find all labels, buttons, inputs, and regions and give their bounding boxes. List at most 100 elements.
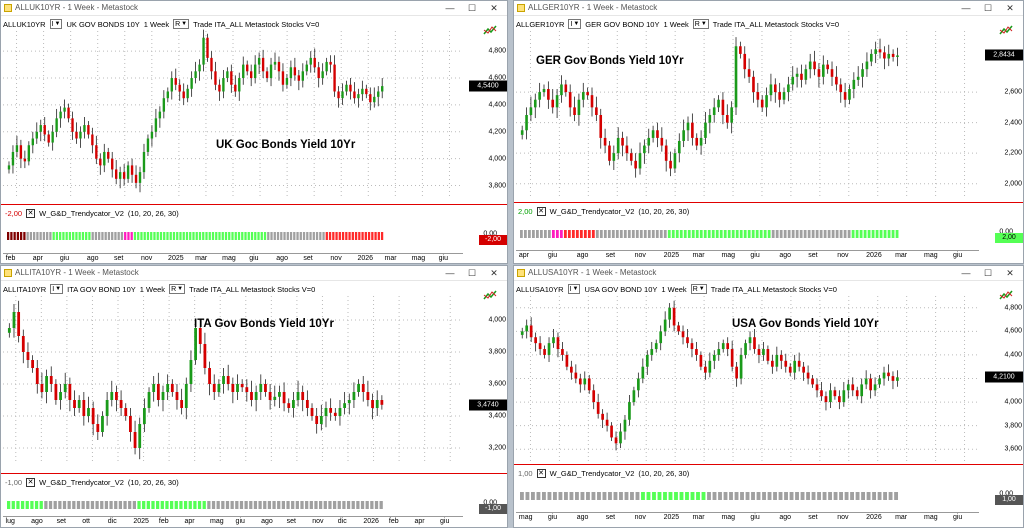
indicator-separator[interactable] — [514, 464, 1023, 465]
symbol-field[interactable]: ALLUK10YR — [3, 19, 46, 29]
chart-window-ger[interactable]: ALLGER10YR - 1 Week - Metastock — ☐ ✕ ALLGER… — [513, 0, 1024, 264]
price-plot[interactable] — [516, 31, 979, 199]
symbol-field[interactable]: ALLGER10YR — [516, 19, 565, 29]
maximize-button[interactable]: ☐ — [467, 268, 477, 278]
period-selector[interactable]: 1 Week — [663, 19, 689, 29]
indicator-value-badge: -2,00 — [479, 235, 507, 245]
chart-window-ita[interactable]: ALLITA10YR - 1 Week - Metastock — ☐ ✕ ALLITA… — [0, 265, 508, 528]
chart-window-usa[interactable]: ALLUSA10YR - 1 Week - Metastock — ☐ ✕ ALLUSA… — [513, 265, 1024, 528]
r-dropdown[interactable]: R ▼ — [169, 284, 186, 294]
indicator-bar — [65, 232, 68, 240]
x-axis[interactable]: feb apr giu ago set nov 2025 mar mag giu ago set nov… — [3, 253, 463, 263]
close-button[interactable]: ✕ — [1006, 3, 1014, 13]
r-dropdown[interactable]: R ▼ — [692, 19, 709, 29]
chart-tool-icon[interactable] — [483, 23, 497, 37]
candle — [277, 61, 281, 72]
indicator-separator[interactable] — [1, 473, 507, 474]
chart-tool-icon[interactable] — [999, 23, 1013, 37]
r-dropdown[interactable]: R ▼ — [690, 284, 707, 294]
symbol-field[interactable]: ALLITA10YR — [3, 284, 47, 294]
indicator-bar — [216, 501, 220, 509]
description-field[interactable]: ITA GOV BOND 10Y — [67, 284, 136, 294]
minimize-button[interactable]: — — [961, 268, 971, 278]
symbol-field[interactable]: ALLUSA10YR — [516, 284, 564, 294]
x-tick-label: nov — [634, 252, 646, 259]
candle — [63, 384, 67, 392]
description-field[interactable]: UK GOV BONDS 10Y — [66, 19, 140, 29]
type-dropdown[interactable]: I ▼ — [50, 284, 64, 294]
period-selector[interactable]: 1 Week — [139, 284, 166, 294]
indicator-bar — [655, 230, 659, 238]
indicator-bar — [795, 230, 799, 238]
candle — [296, 392, 300, 400]
indicator-bar — [623, 230, 627, 238]
close-icon[interactable]: ✕ — [26, 209, 36, 218]
close-button[interactable]: ✕ — [490, 3, 498, 13]
close-icon[interactable]: ✕ — [536, 207, 546, 216]
type-dropdown[interactable]: I ▼ — [568, 19, 582, 29]
candle — [581, 92, 585, 100]
window-titlebar[interactable]: ALLUSA10YR - 1 Week - Metastock — ☐ ✕ — [514, 266, 1023, 281]
maximize-button[interactable]: ☐ — [983, 3, 993, 13]
close-icon[interactable]: ✕ — [26, 478, 36, 487]
indicator-bar — [189, 232, 192, 240]
indicator-separator[interactable] — [1, 204, 507, 205]
x-axis[interactable]: apr giu ago set nov 2025 mar mag giu ago set nov 202… — [516, 250, 979, 261]
indicator-bar — [46, 232, 49, 240]
type-dropdown[interactable]: I ▼ — [49, 19, 63, 29]
type-dropdown[interactable]: I ▼ — [567, 284, 581, 294]
indicator-bar — [558, 492, 563, 500]
indicator-bar — [263, 501, 267, 509]
candle — [616, 137, 620, 154]
y-tick-label: 3,800 — [488, 348, 506, 356]
indicator-bar — [811, 230, 815, 238]
r-dropdown[interactable]: R ▼ — [173, 19, 190, 29]
candle — [27, 145, 31, 162]
window-titlebar[interactable]: ALLITA10YR - 1 Week - Metastock — ☐ ✕ — [1, 266, 507, 281]
price-plot[interactable] — [3, 296, 463, 464]
candle — [797, 360, 801, 367]
candle — [851, 384, 855, 391]
window-titlebar[interactable]: ALLGER10YR - 1 Week - Metastock — ☐ ✕ — [514, 1, 1023, 16]
candle — [547, 89, 550, 100]
window-titlebar[interactable]: ALLUK10YR - 1 Week - Metastock — ☐ ✕ — [1, 1, 507, 16]
candle — [739, 354, 743, 379]
x-tick-label: giu — [249, 255, 259, 262]
minimize-button[interactable]: — — [961, 3, 971, 13]
maximize-button[interactable]: ☐ — [983, 268, 993, 278]
period-selector[interactable]: 1 Week — [661, 284, 687, 294]
price-plot[interactable] — [3, 29, 463, 199]
chart-window-uk[interactable]: ALLUK10YR - 1 Week - Metastock — ☐ ✕ ALLUK10… — [0, 0, 508, 264]
x-axis[interactable]: mag giu ago set nov 2025 mar mag giu ago set nov 202… — [516, 512, 979, 523]
close-button[interactable]: ✕ — [490, 268, 498, 278]
chart-tool-icon[interactable] — [483, 288, 497, 302]
candle — [829, 390, 832, 403]
close-icon[interactable]: ✕ — [536, 469, 546, 478]
indicator-bar — [543, 230, 547, 238]
indicator-bar — [723, 492, 728, 500]
minimize-button[interactable]: — — [445, 268, 455, 278]
indicator-separator[interactable] — [514, 202, 1023, 203]
candle — [189, 360, 193, 384]
minimize-button[interactable]: — — [445, 3, 455, 13]
candle — [210, 57, 213, 72]
indicator-bar — [109, 501, 113, 509]
maximize-button[interactable]: ☐ — [467, 3, 477, 13]
chart-tool-icon[interactable] — [999, 288, 1013, 302]
indicator-tick-label: 0,00 — [483, 499, 497, 507]
candle — [708, 115, 712, 123]
x-tick-label: dic — [107, 518, 117, 525]
candle — [654, 343, 658, 350]
indicator-bar — [675, 230, 679, 238]
candle — [659, 331, 663, 344]
period-selector[interactable]: 1 Week — [143, 19, 170, 29]
x-tick-label: set — [56, 518, 66, 525]
candle — [677, 140, 681, 154]
description-field[interactable]: GER GOV BOND 10Y — [585, 19, 660, 29]
candle — [26, 352, 30, 360]
close-button[interactable]: ✕ — [1006, 268, 1014, 278]
price-plot[interactable] — [516, 296, 979, 461]
description-field[interactable]: USA GOV BOND 10Y — [584, 284, 658, 294]
x-axis[interactable]: lug ago set ott dic 2025 feb apr mag giu ago set nov… — [3, 516, 463, 527]
candle — [529, 325, 533, 338]
